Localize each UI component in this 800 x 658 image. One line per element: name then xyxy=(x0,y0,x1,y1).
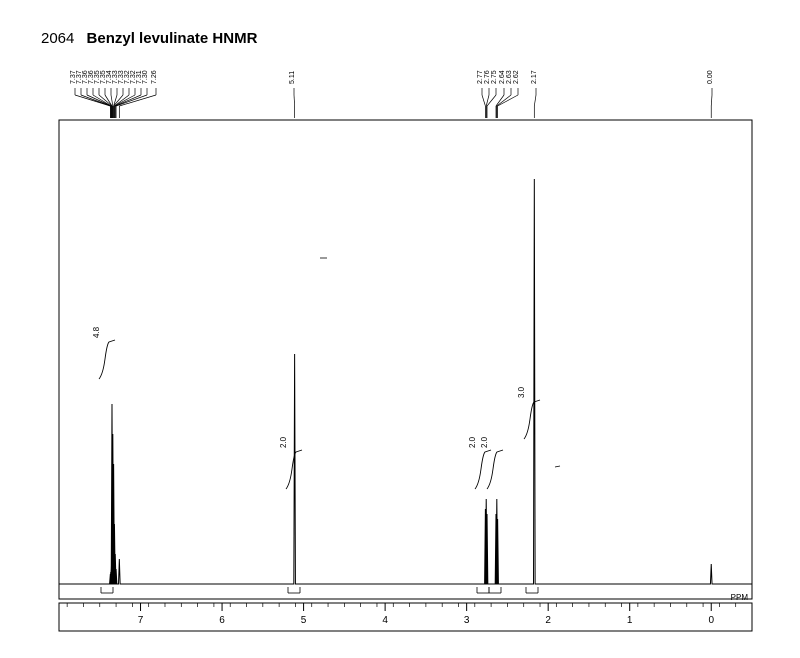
svg-text:7: 7 xyxy=(138,615,144,626)
svg-text:2: 2 xyxy=(545,615,551,626)
svg-text:2.62: 2.62 xyxy=(513,70,520,84)
svg-text:1: 1 xyxy=(627,615,633,626)
svg-text:3: 3 xyxy=(464,615,470,626)
svg-text:2.0: 2.0 xyxy=(279,436,288,448)
svg-text:4.8: 4.8 xyxy=(92,326,101,338)
svg-text:2.17: 2.17 xyxy=(531,70,538,84)
svg-text:0.00: 0.00 xyxy=(707,70,714,84)
svg-text:2.0: 2.0 xyxy=(468,436,477,448)
svg-text:5.11: 5.11 xyxy=(289,71,296,84)
svg-text:2.75: 2.75 xyxy=(491,70,498,84)
svg-text:2.77: 2.77 xyxy=(477,70,484,84)
svg-text:7.26: 7.26 xyxy=(151,70,158,84)
svg-text:2.76: 2.76 xyxy=(484,70,491,84)
svg-text:2.63: 2.63 xyxy=(506,70,513,84)
svg-text:3.0: 3.0 xyxy=(517,386,526,398)
svg-text:6: 6 xyxy=(219,615,225,626)
svg-text:7.30: 7.30 xyxy=(142,70,149,84)
svg-text:4: 4 xyxy=(382,615,388,626)
svg-text:0: 0 xyxy=(708,615,714,626)
svg-text:2.64: 2.64 xyxy=(499,70,506,84)
svg-text:PPM: PPM xyxy=(731,593,749,602)
svg-text:2.0: 2.0 xyxy=(480,436,489,448)
svg-text:5: 5 xyxy=(301,615,307,626)
nmr-spectrum-chart: 01234567PPM4.82.02.02.03.07.377.377.367.… xyxy=(0,0,800,658)
